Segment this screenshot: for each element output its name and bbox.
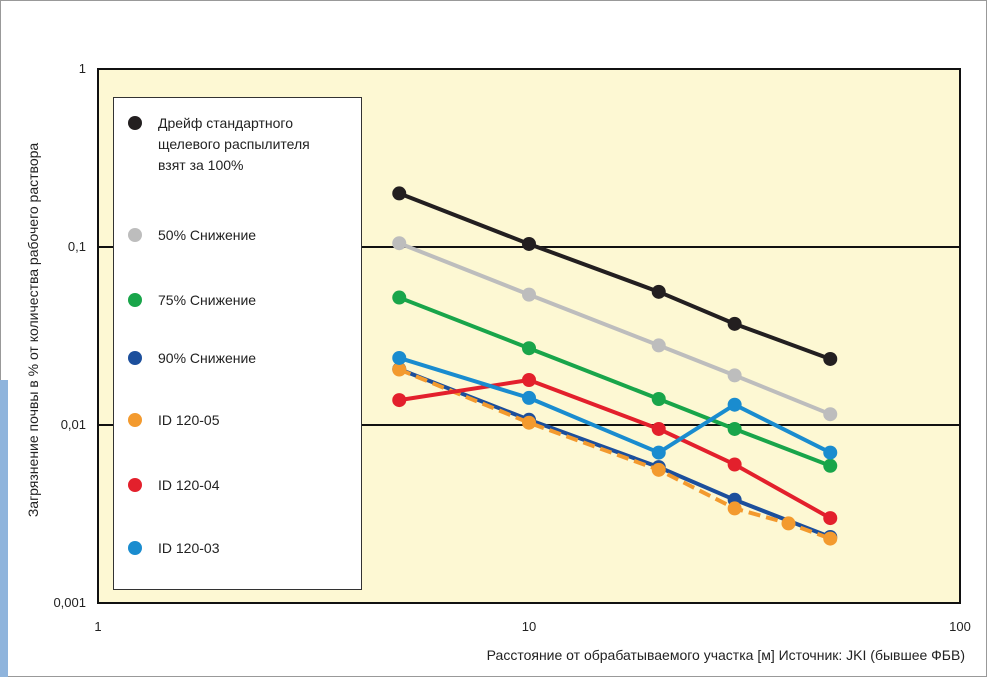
data-point <box>823 458 838 473</box>
legend-marker <box>128 293 142 307</box>
x-tick-label: 100 <box>949 619 971 634</box>
data-point <box>651 421 666 436</box>
data-point <box>392 393 407 408</box>
data-point <box>727 316 742 331</box>
data-point <box>651 284 666 299</box>
legend-marker <box>128 478 142 492</box>
data-point <box>823 351 838 366</box>
x-tick-label: 10 <box>522 619 536 634</box>
y-tick-label: 0,001 <box>53 595 86 610</box>
y-tick-label: 1 <box>79 61 86 76</box>
data-point <box>651 338 666 353</box>
data-point <box>392 186 407 201</box>
legend: Дрейф стандартного щелевого распылителя … <box>113 97 362 590</box>
legend-item: 90% Снижение <box>128 348 360 369</box>
data-point <box>781 516 796 531</box>
legend-item: Дрейф стандартного щелевого распылителя … <box>128 113 360 176</box>
legend-label: Дрейф стандартного щелевого распылителя … <box>158 115 310 173</box>
data-point <box>727 397 742 412</box>
data-point <box>651 391 666 406</box>
data-point <box>522 390 536 405</box>
data-point <box>727 421 742 436</box>
data-point <box>522 415 536 430</box>
data-point <box>823 445 838 460</box>
y-tick-label: 0,01 <box>61 417 86 432</box>
legend-marker <box>128 351 142 365</box>
series-line <box>398 367 831 541</box>
data-point <box>392 290 407 305</box>
data-point <box>651 462 666 477</box>
legend-item: 75% Снижение <box>128 290 360 311</box>
legend-marker <box>128 413 142 427</box>
data-point <box>392 362 407 377</box>
legend-label: 75% Снижение <box>158 292 257 308</box>
x-tick-label: 1 <box>94 619 101 634</box>
data-point <box>727 457 742 472</box>
data-point <box>651 445 666 460</box>
data-point <box>392 350 407 365</box>
legend-marker <box>128 116 142 130</box>
legend-item: ID 120-05 <box>128 410 360 431</box>
data-point <box>522 236 536 251</box>
side-strip <box>0 380 8 677</box>
legend-item: ID 120-04 <box>128 475 360 496</box>
y-tick-label: 0,1 <box>68 239 86 254</box>
data-point <box>522 372 536 387</box>
legend-label: ID 120-05 <box>158 412 220 428</box>
x-axis-label: Расстояние от обрабатываемого участка [м… <box>487 647 965 663</box>
legend-label: ID 120-04 <box>158 477 220 493</box>
y-axis-label: Загрязнение почвы в % от количества рабо… <box>25 143 41 518</box>
data-point <box>522 287 536 302</box>
legend-marker <box>128 228 142 242</box>
data-point <box>823 531 838 546</box>
data-point <box>823 511 838 526</box>
legend-label: 50% Снижение <box>158 227 257 243</box>
data-point <box>392 236 407 251</box>
data-point <box>727 368 742 383</box>
legend-marker <box>128 541 142 555</box>
legend-label: 90% Снижение <box>158 350 257 366</box>
data-point <box>727 501 742 516</box>
legend-item: ID 120-03 <box>128 538 360 559</box>
legend-label: ID 120-03 <box>158 540 220 556</box>
data-point <box>823 407 838 422</box>
legend-item: 50% Снижение <box>128 225 360 246</box>
data-point <box>522 341 536 356</box>
